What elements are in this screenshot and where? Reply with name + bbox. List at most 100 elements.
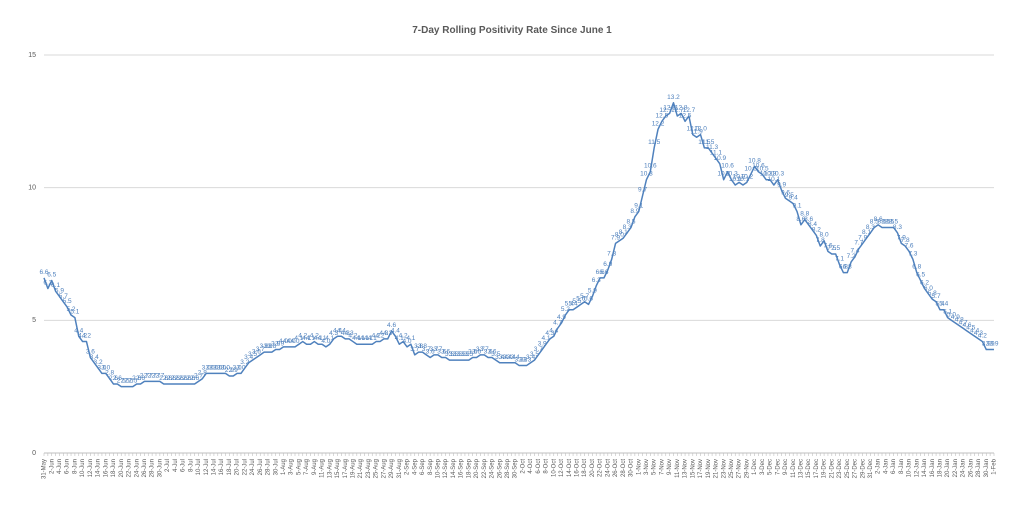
data-label: 8.3 <box>866 224 875 231</box>
data-label: 12.7 <box>683 107 696 114</box>
data-label: 3.4 <box>90 354 99 361</box>
x-tick-label: 13-Aug <box>327 459 333 478</box>
data-label: 7.8 <box>816 237 825 244</box>
data-label: 9.6 <box>781 189 790 196</box>
x-tick-label: 26-Jan <box>968 459 974 477</box>
x-tick-label: 2-Sep <box>405 458 411 475</box>
data-label: 6.2 <box>920 279 929 286</box>
data-label: 3.2 <box>94 359 103 366</box>
data-label: 5.0 <box>947 311 956 318</box>
data-label: 10.3 <box>764 171 777 178</box>
data-label: 10.3 <box>640 171 653 178</box>
data-label: 7.9 <box>897 234 906 241</box>
data-label: 11.5 <box>698 139 711 146</box>
x-tick-label: 29-Nov <box>744 459 750 478</box>
x-tick-label: 16-Jun <box>103 459 109 477</box>
data-label: 4.3 <box>974 330 983 337</box>
data-label: 3.3 <box>522 356 531 363</box>
x-tick-label: 24-Oct <box>605 459 611 477</box>
data-label: 3.6 <box>487 348 496 355</box>
data-label: 2.7 <box>151 372 160 379</box>
data-label: 3.4 <box>244 354 253 361</box>
x-tick-label: 26-Jun <box>142 459 148 477</box>
data-label: 3.6 <box>484 348 493 355</box>
data-label: 5.6 <box>584 295 593 302</box>
x-tick-label: 8-Oct <box>544 459 550 474</box>
data-label: 3.5 <box>460 351 469 358</box>
data-label: 3.7 <box>430 346 439 353</box>
x-tick-label: 21-Dec <box>829 459 835 478</box>
x-tick-label: 12-Jul <box>204 459 210 475</box>
data-label: 3.8 <box>260 343 269 350</box>
data-label: 3.0 <box>202 364 211 371</box>
data-label: 4.4 <box>333 327 342 334</box>
x-tick-label: 10-Oct <box>551 459 557 477</box>
x-tick-label: 4-Jul <box>173 459 179 472</box>
data-label: 3.0 <box>101 364 110 371</box>
data-label: 6.8 <box>912 264 921 271</box>
x-tick-label: 9-Nov <box>667 459 673 475</box>
x-tick-label: 9-Dec <box>783 459 789 475</box>
data-label: 6.8 <box>843 264 852 271</box>
data-label: 3.8 <box>263 343 272 350</box>
data-label: 4.7 <box>553 319 562 326</box>
data-label: 7.2 <box>847 253 856 260</box>
data-label: 8.5 <box>889 218 898 225</box>
x-tick-label: 16-Jul <box>219 459 225 475</box>
data-label: 4.3 <box>329 330 338 337</box>
data-label: 4.3 <box>383 330 392 337</box>
data-label: 6.6 <box>599 269 608 276</box>
data-label: 13.2 <box>667 94 680 101</box>
x-tick-label: 14-Jun <box>96 459 102 477</box>
data-label: 8.5 <box>870 218 879 225</box>
data-label: 6.5 <box>47 272 56 279</box>
x-tick-label: 24-Jan <box>961 459 967 477</box>
data-label: 3.6 <box>426 348 435 355</box>
y-tick-label: 0 <box>32 450 36 457</box>
x-tick-label: 2-Jan <box>876 459 882 474</box>
data-label: 6.1 <box>51 282 60 289</box>
x-tick-label: 21-Nov <box>714 459 720 478</box>
data-label: 4.3 <box>379 330 388 337</box>
data-label: 4.3 <box>545 330 554 337</box>
data-label: 2.6 <box>109 375 118 382</box>
x-tick-label: 19-Aug <box>351 459 357 478</box>
data-label: 2.7 <box>194 372 203 379</box>
x-tick-label: 9-Aug <box>312 459 318 475</box>
data-label: 4.8 <box>955 317 964 324</box>
data-label: 2.8 <box>198 370 207 377</box>
data-label: 3.6 <box>441 348 450 355</box>
data-label: 3.9 <box>271 341 280 348</box>
x-tick-label: 6-Jun <box>65 459 71 474</box>
data-label: 3.0 <box>233 364 242 371</box>
data-label: 3.9 <box>538 341 547 348</box>
data-label: 3.5 <box>248 351 257 358</box>
data-label: 2.6 <box>132 375 141 382</box>
data-label: 2.8 <box>105 370 114 377</box>
data-label: 4.2 <box>310 333 319 340</box>
data-label: 3.9 <box>989 341 998 348</box>
x-tick-label: 29-Dec <box>860 459 866 478</box>
data-label: 3.6 <box>252 348 261 355</box>
x-tick-label: 3-Dec <box>760 459 766 475</box>
data-label: 3.5 <box>464 351 473 358</box>
data-label: 3.7 <box>422 346 431 353</box>
data-label: 4.6 <box>962 322 971 329</box>
x-tick-label: 17-Aug <box>343 459 349 478</box>
data-label: 4.1 <box>542 335 551 342</box>
data-label: 10.5 <box>744 165 757 172</box>
data-label: 9.1 <box>793 203 802 210</box>
data-label: 3.8 <box>267 343 276 350</box>
x-tick-label: 2-Jun <box>49 459 55 474</box>
x-tick-label: 12-Oct <box>559 459 565 477</box>
data-label: 9.5 <box>785 192 794 199</box>
data-label: 4.0 <box>321 338 330 345</box>
data-label: 4.1 <box>318 335 327 342</box>
data-label: 3.4 <box>503 354 512 361</box>
data-label: 4.4 <box>391 327 400 334</box>
x-tick-label: 6-Jan <box>891 459 897 474</box>
data-label: 3.7 <box>256 346 265 353</box>
x-tick-label: 30-Jun <box>157 459 163 477</box>
x-tick-label: 7-Dec <box>775 459 781 475</box>
data-label: 3.2 <box>240 359 249 366</box>
